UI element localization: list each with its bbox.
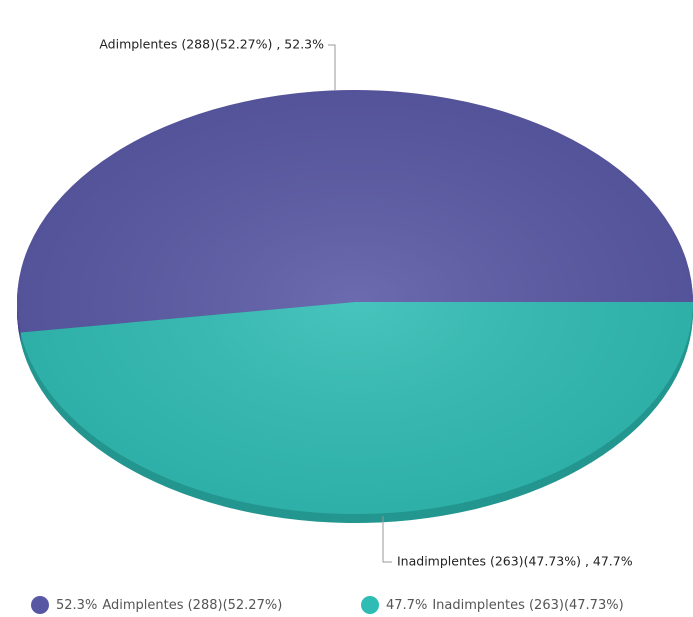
data-label: Inadimplentes (263)(47.73%) , 47.7% [397, 554, 633, 569]
legend-marker [31, 596, 49, 614]
data-label: Adimplentes (288)(52.27%) , 52.3% [99, 37, 324, 52]
legend-label: 52.3% Adimplentes (288)(52.27%) [56, 598, 282, 613]
leader-line [382, 516, 392, 563]
slice [17, 89, 693, 333]
legend-value: 52.3% [56, 598, 97, 613]
legend: 52.3% Adimplentes (288)(52.27%) 47.7% Inadi… [31, 596, 624, 614]
legend-name: Inadimplentes (263)(47.73%) [432, 598, 623, 613]
legend-value: 47.7% [386, 598, 427, 613]
leader-line [328, 44, 336, 90]
legend-marker [361, 596, 379, 614]
legend-label: 47.7% Inadimplentes (263)(47.73%) [386, 598, 624, 613]
legend-name: Adimplentes (288)(52.27%) [102, 598, 282, 613]
slice [20, 302, 693, 514]
